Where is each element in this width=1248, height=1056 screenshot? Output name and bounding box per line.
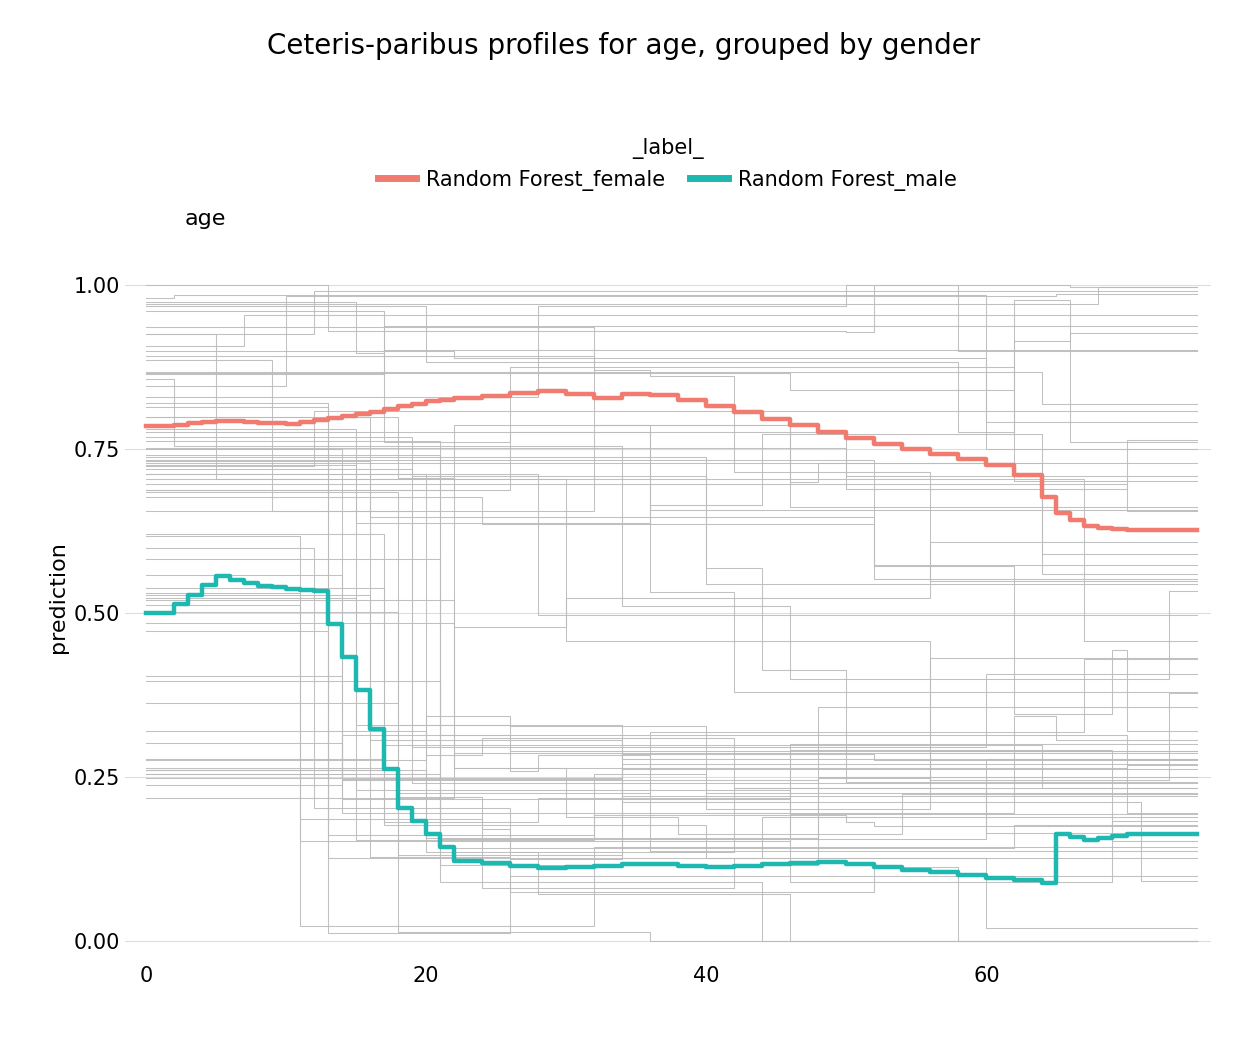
Y-axis label: prediction: prediction: [47, 541, 67, 653]
Text: age: age: [185, 209, 226, 229]
Text: Ceteris-paribus profiles for age, grouped by gender: Ceteris-paribus profiles for age, groupe…: [267, 32, 981, 60]
Legend: Random Forest_female, Random Forest_male: Random Forest_female, Random Forest_male: [369, 130, 966, 200]
